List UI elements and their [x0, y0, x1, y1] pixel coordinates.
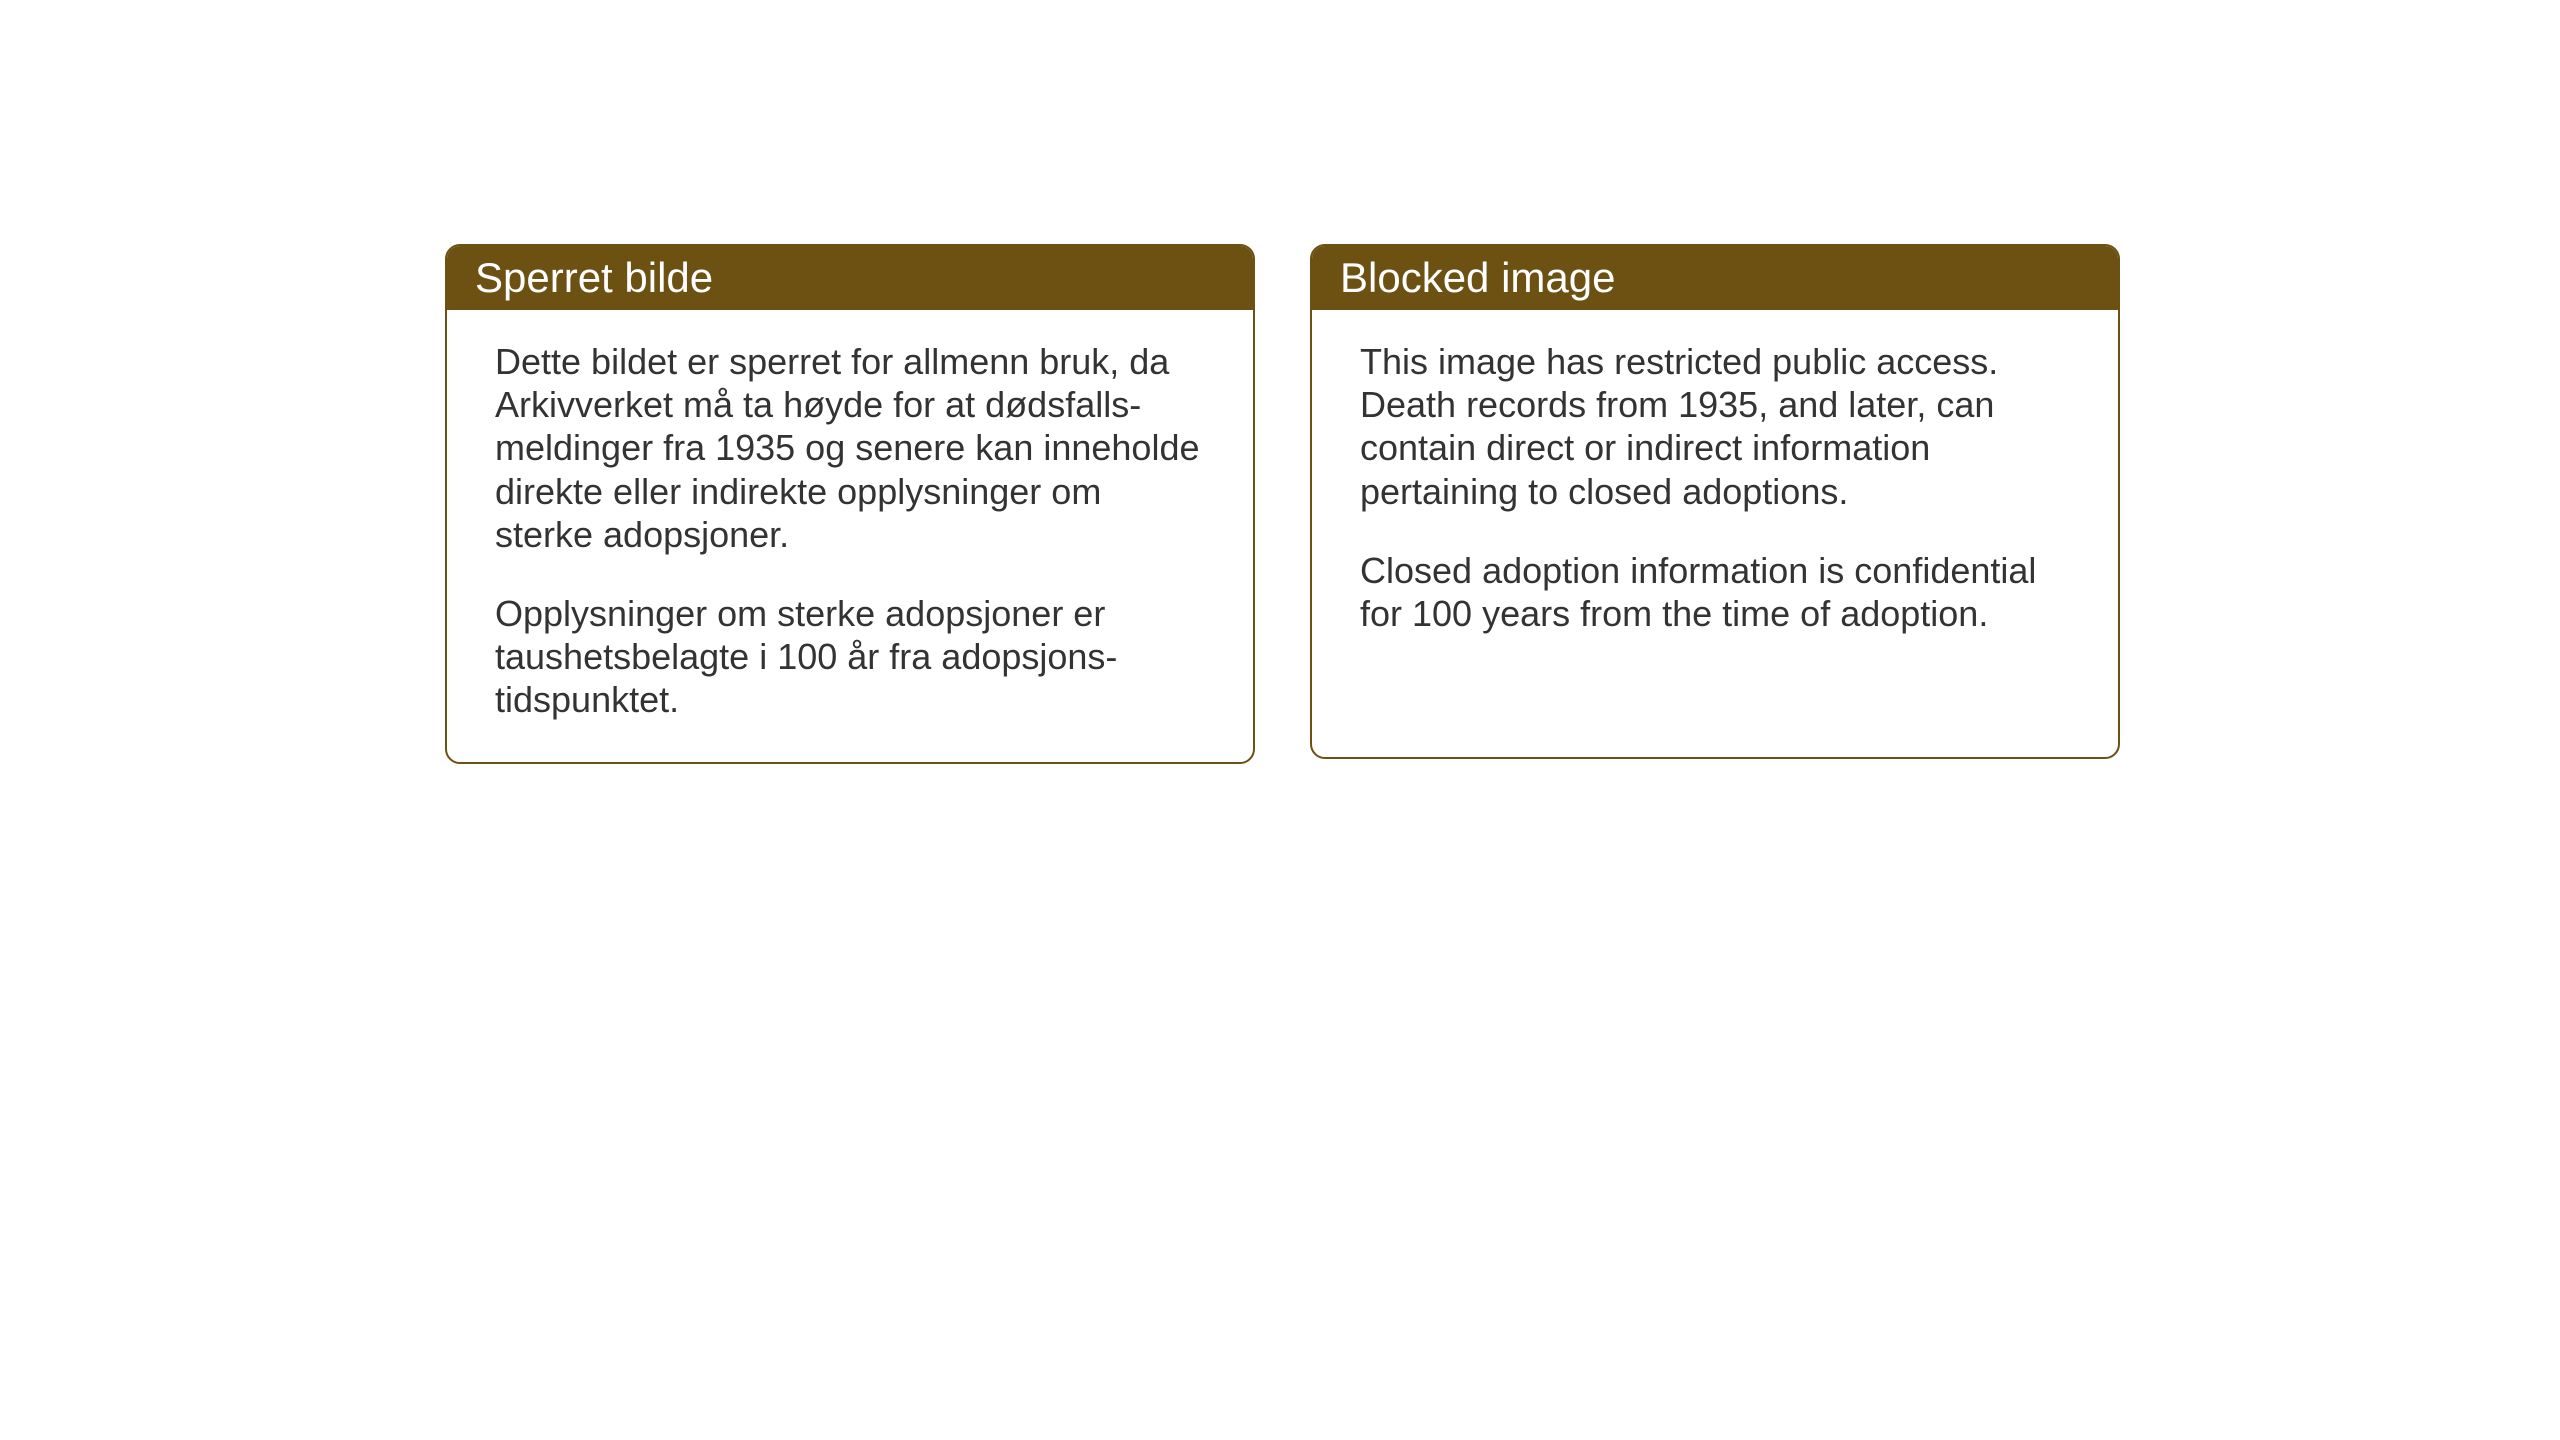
card-title-norwegian: Sperret bilde [475, 254, 713, 301]
card-body-norwegian: Dette bildet er sperret for allmenn bruk… [447, 310, 1253, 762]
blocked-image-card-english: Blocked image This image has restricted … [1310, 244, 2120, 759]
paragraph-2-english: Closed adoption information is confident… [1360, 549, 2070, 635]
blocked-image-card-norwegian: Sperret bilde Dette bildet er sperret fo… [445, 244, 1255, 764]
card-body-english: This image has restricted public access.… [1312, 310, 2118, 675]
card-header-english: Blocked image [1312, 246, 2118, 310]
card-header-norwegian: Sperret bilde [447, 246, 1253, 310]
notice-cards-container: Sperret bilde Dette bildet er sperret fo… [445, 244, 2120, 764]
paragraph-1-english: This image has restricted public access.… [1360, 340, 2070, 513]
card-title-english: Blocked image [1340, 254, 1615, 301]
paragraph-1-norwegian: Dette bildet er sperret for allmenn bruk… [495, 340, 1205, 556]
paragraph-2-norwegian: Opplysninger om sterke adopsjoner er tau… [495, 592, 1205, 722]
